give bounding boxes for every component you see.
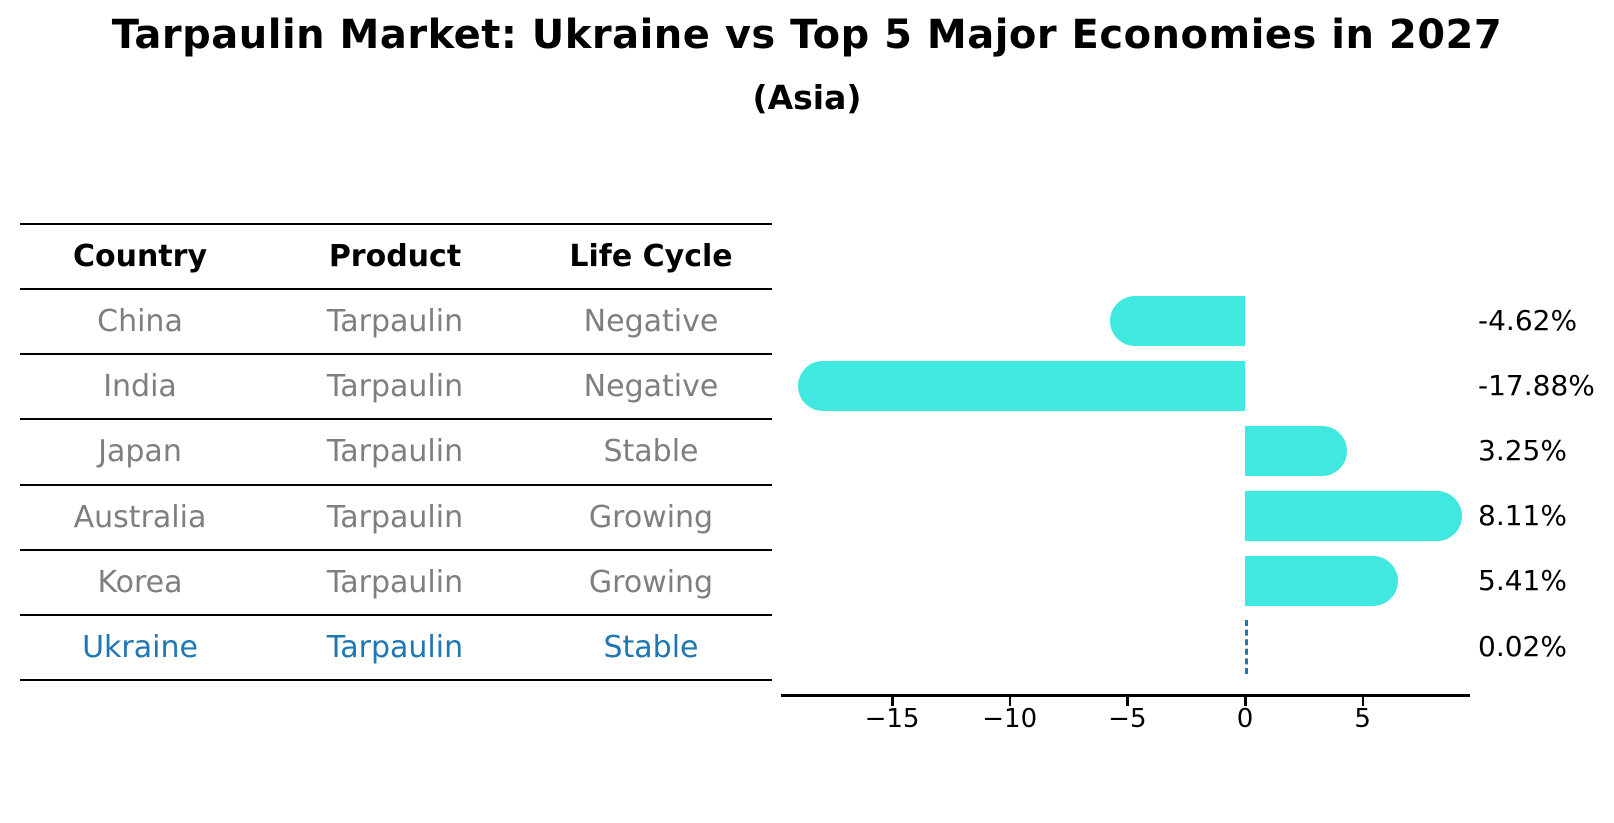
- table-row-ukraine: Ukraine Tarpaulin Stable: [20, 616, 772, 682]
- bar-japan: [1245, 425, 1348, 476]
- table-header-life-cycle: Life Cycle: [569, 239, 733, 274]
- bar-india: [798, 360, 1245, 411]
- value-label-australia: 8.11%: [1478, 499, 1567, 533]
- table-header-product: Product: [328, 239, 462, 274]
- cell-product: Tarpaulin: [326, 434, 464, 470]
- cell-product: Tarpaulin: [326, 499, 464, 535]
- table-row-japan: Japan Tarpaulin Stable: [20, 420, 772, 486]
- value-label-china: -4.62%: [1478, 303, 1578, 337]
- cell-country: China: [97, 304, 183, 340]
- x-tick-mark: [1126, 697, 1129, 706]
- x-tick-mark: [891, 697, 894, 706]
- x-tick-mark: [1361, 697, 1365, 706]
- cell-life-cycle: Negative: [583, 369, 719, 405]
- cell-country: Ukraine: [82, 630, 198, 666]
- bar-china: [1110, 295, 1245, 346]
- x-tick-label: −10: [982, 704, 1038, 734]
- value-label-japan: 3.25%: [1478, 433, 1567, 467]
- highlight-marker-ukraine: [1245, 619, 1248, 674]
- bar-korea: [1245, 556, 1399, 607]
- chart-title: Tarpaulin Market: Ukraine vs Top 5 Major…: [111, 12, 1503, 58]
- cell-life-cycle: Negative: [583, 304, 719, 340]
- cell-product: Tarpaulin: [326, 369, 464, 405]
- table-row-korea: Korea Tarpaulin Growing: [20, 551, 772, 616]
- x-tick-label: −5: [1108, 704, 1147, 734]
- bar-australia: [1245, 491, 1462, 542]
- cell-product: Tarpaulin: [326, 564, 464, 600]
- table-row-australia: Australia Tarpaulin Growing: [20, 486, 772, 551]
- cell-life-cycle: Stable: [603, 434, 699, 470]
- x-tick-label: −15: [864, 704, 920, 734]
- cell-life-cycle: Growing: [588, 499, 714, 535]
- table-row-india: India Tarpaulin Negative: [20, 355, 772, 421]
- cell-country: Australia: [73, 499, 207, 535]
- cell-life-cycle: Growing: [588, 564, 714, 600]
- table-header-row: Country Product Life Cycle: [20, 225, 772, 290]
- x-tick-mark: [1244, 697, 1247, 706]
- cell-product: Tarpaulin: [326, 304, 464, 340]
- x-axis: [781, 694, 1470, 697]
- cell-country: Japan: [98, 434, 182, 470]
- x-tick-label: 0: [1236, 704, 1254, 734]
- value-label-korea: 5.41%: [1478, 564, 1567, 598]
- cell-product: Tarpaulin: [326, 630, 464, 666]
- x-tick-mark: [1008, 697, 1012, 706]
- value-label-ukraine: 0.02%: [1478, 629, 1567, 663]
- table-body: China Tarpaulin Negative India Tarpaulin Nega…: [20, 290, 772, 682]
- table-header-country: Country: [72, 239, 208, 274]
- cell-life-cycle: Stable: [603, 630, 699, 666]
- table-row-china: China Tarpaulin Negative: [20, 290, 772, 356]
- cell-country: India: [103, 369, 177, 405]
- x-tick-label: 5: [1354, 704, 1371, 734]
- value-label-india: -17.88%: [1478, 368, 1595, 402]
- chart-subtitle: (Asia): [752, 78, 862, 117]
- cell-country: Korea: [97, 564, 183, 600]
- country-table: Country Product Life Cycle China Tarpauli…: [20, 223, 772, 682]
